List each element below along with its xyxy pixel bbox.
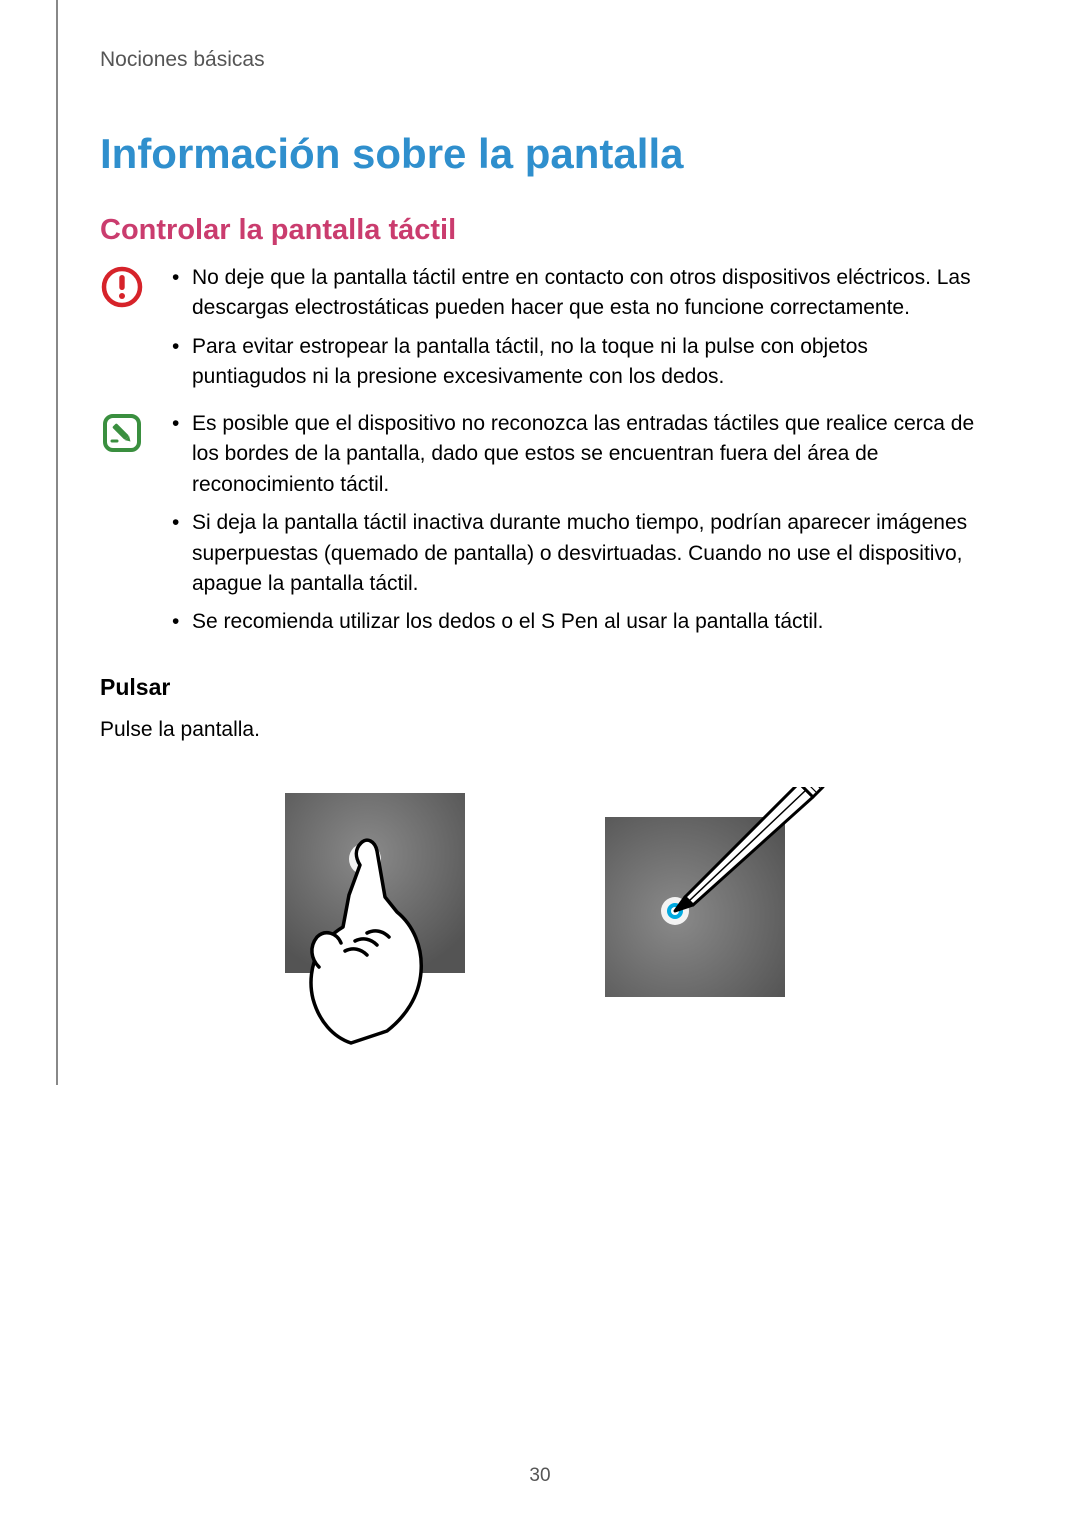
note-list: Es posible que el dispositivo no reconoz…	[166, 409, 980, 638]
note-callout: Es posible que el dispositivo no reconoz…	[100, 409, 980, 646]
warning-item: Para evitar estropear la pantalla táctil…	[166, 332, 980, 393]
warning-list: No deje que la pantalla táctil entre en …	[166, 263, 980, 393]
left-margin-rule	[56, 0, 58, 1085]
warning-item: No deje que la pantalla táctil entre en …	[166, 263, 980, 324]
subsection-title: Pulsar	[100, 674, 980, 701]
tap-finger-figure	[255, 787, 495, 1047]
note-item: Se recomienda utilizar los dedos o el S …	[166, 607, 980, 637]
note-icon	[100, 411, 144, 455]
breadcrumb: Nociones básicas	[100, 48, 980, 72]
page-content: Nociones básicas Información sobre la pa…	[0, 0, 1080, 1047]
figure-row	[100, 787, 980, 1047]
body-text: Pulse la pantalla.	[100, 715, 980, 745]
tap-stylus-figure	[585, 787, 825, 1047]
section-title: Controlar la pantalla táctil	[100, 214, 980, 247]
warning-callout: No deje que la pantalla táctil entre en …	[100, 263, 980, 401]
warning-icon	[100, 265, 144, 309]
note-item: Es posible que el dispositivo no reconoz…	[166, 409, 980, 500]
page-title: Información sobre la pantalla	[100, 130, 980, 178]
page-number: 30	[0, 1465, 1080, 1487]
note-item: Si deja la pantalla táctil inactiva dura…	[166, 508, 980, 599]
